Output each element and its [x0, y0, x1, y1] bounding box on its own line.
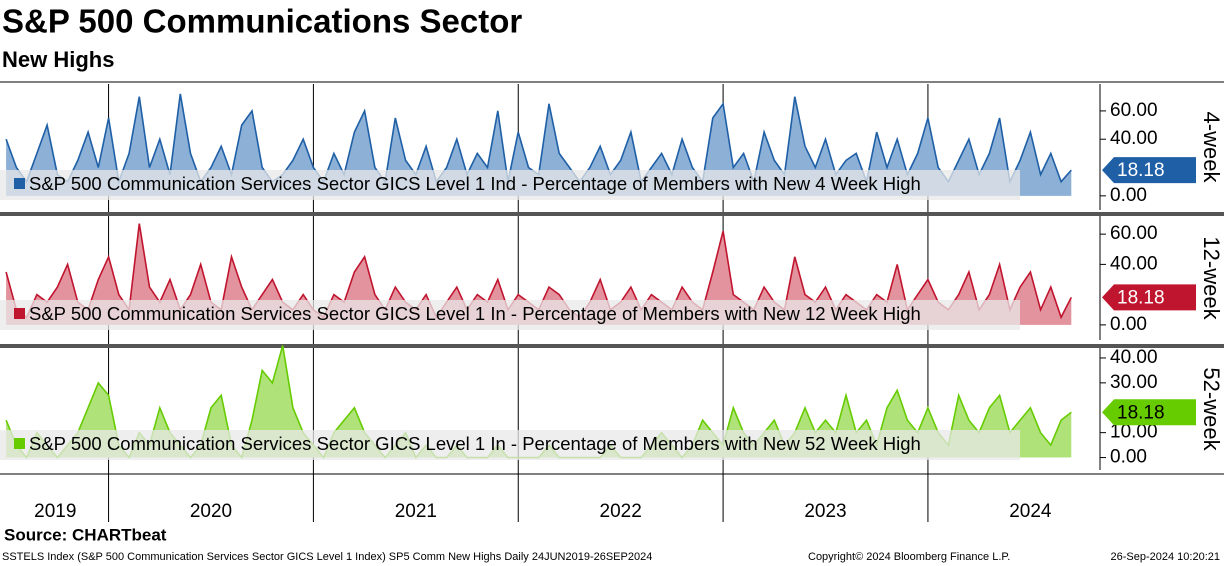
legend-label: S&P 500 Communication Services Sector GI… — [29, 303, 921, 324]
x-tick-label: 2022 — [600, 501, 642, 522]
source: Source: CHARTbeat — [4, 525, 167, 544]
footer-right: 26-Sep-2024 10:20:21 — [1111, 551, 1220, 563]
x-tick-label: 2023 — [804, 501, 846, 522]
y-tick-label: 30.00 — [1110, 372, 1158, 393]
y-tick-label: 60.00 — [1110, 100, 1158, 121]
panel-label: 4-week — [1199, 112, 1224, 184]
x-tick-label: 2019 — [34, 501, 76, 522]
legend-box — [0, 430, 1020, 460]
legend-box — [0, 300, 1020, 330]
y-tick-label: 40.00 — [1110, 347, 1158, 368]
chart-subtitle: New Highs — [2, 47, 114, 72]
series-area — [6, 345, 1072, 458]
legend-box — [0, 170, 1020, 200]
y-tick-label: 40.00 — [1110, 253, 1158, 274]
series-area — [6, 223, 1072, 325]
y-tick-label: 10.00 — [1110, 422, 1158, 443]
footer-center: Copyright© 2024 Bloomberg Finance L.P. — [808, 551, 1010, 563]
last-value-label: 18.18 — [1117, 160, 1165, 181]
y-tick-label: 0.00 — [1110, 314, 1147, 335]
panel-label: 12-week — [1199, 236, 1224, 320]
legend-label: S&P 500 Communication Services Sector GI… — [29, 173, 921, 194]
legend-swatch — [14, 438, 25, 449]
last-value-label: 18.18 — [1117, 287, 1165, 308]
last-value-callout — [1102, 284, 1196, 311]
legend-label: S&P 500 Communication Services Sector GI… — [29, 433, 921, 454]
panel-label: 52-week — [1199, 367, 1224, 451]
legend-swatch — [14, 308, 25, 319]
last-value-callout — [1102, 157, 1196, 184]
y-tick-label: 0.00 — [1110, 185, 1147, 206]
x-tick-label: 2021 — [395, 501, 437, 522]
x-tick-label: 2024 — [1009, 501, 1052, 522]
last-value-label: 18.18 — [1117, 402, 1165, 423]
legend-swatch — [14, 178, 25, 189]
y-tick-label: 0.00 — [1110, 447, 1147, 468]
y-tick-label: 40.00 — [1110, 128, 1158, 149]
chart-title: S&P 500 Communications Sector — [2, 3, 522, 40]
footer-left: SSTELS Index (S&P 500 Communication Serv… — [2, 551, 652, 563]
last-value-callout — [1102, 399, 1196, 426]
x-tick-label: 2020 — [190, 501, 232, 522]
y-tick-label: 60.00 — [1110, 223, 1158, 244]
